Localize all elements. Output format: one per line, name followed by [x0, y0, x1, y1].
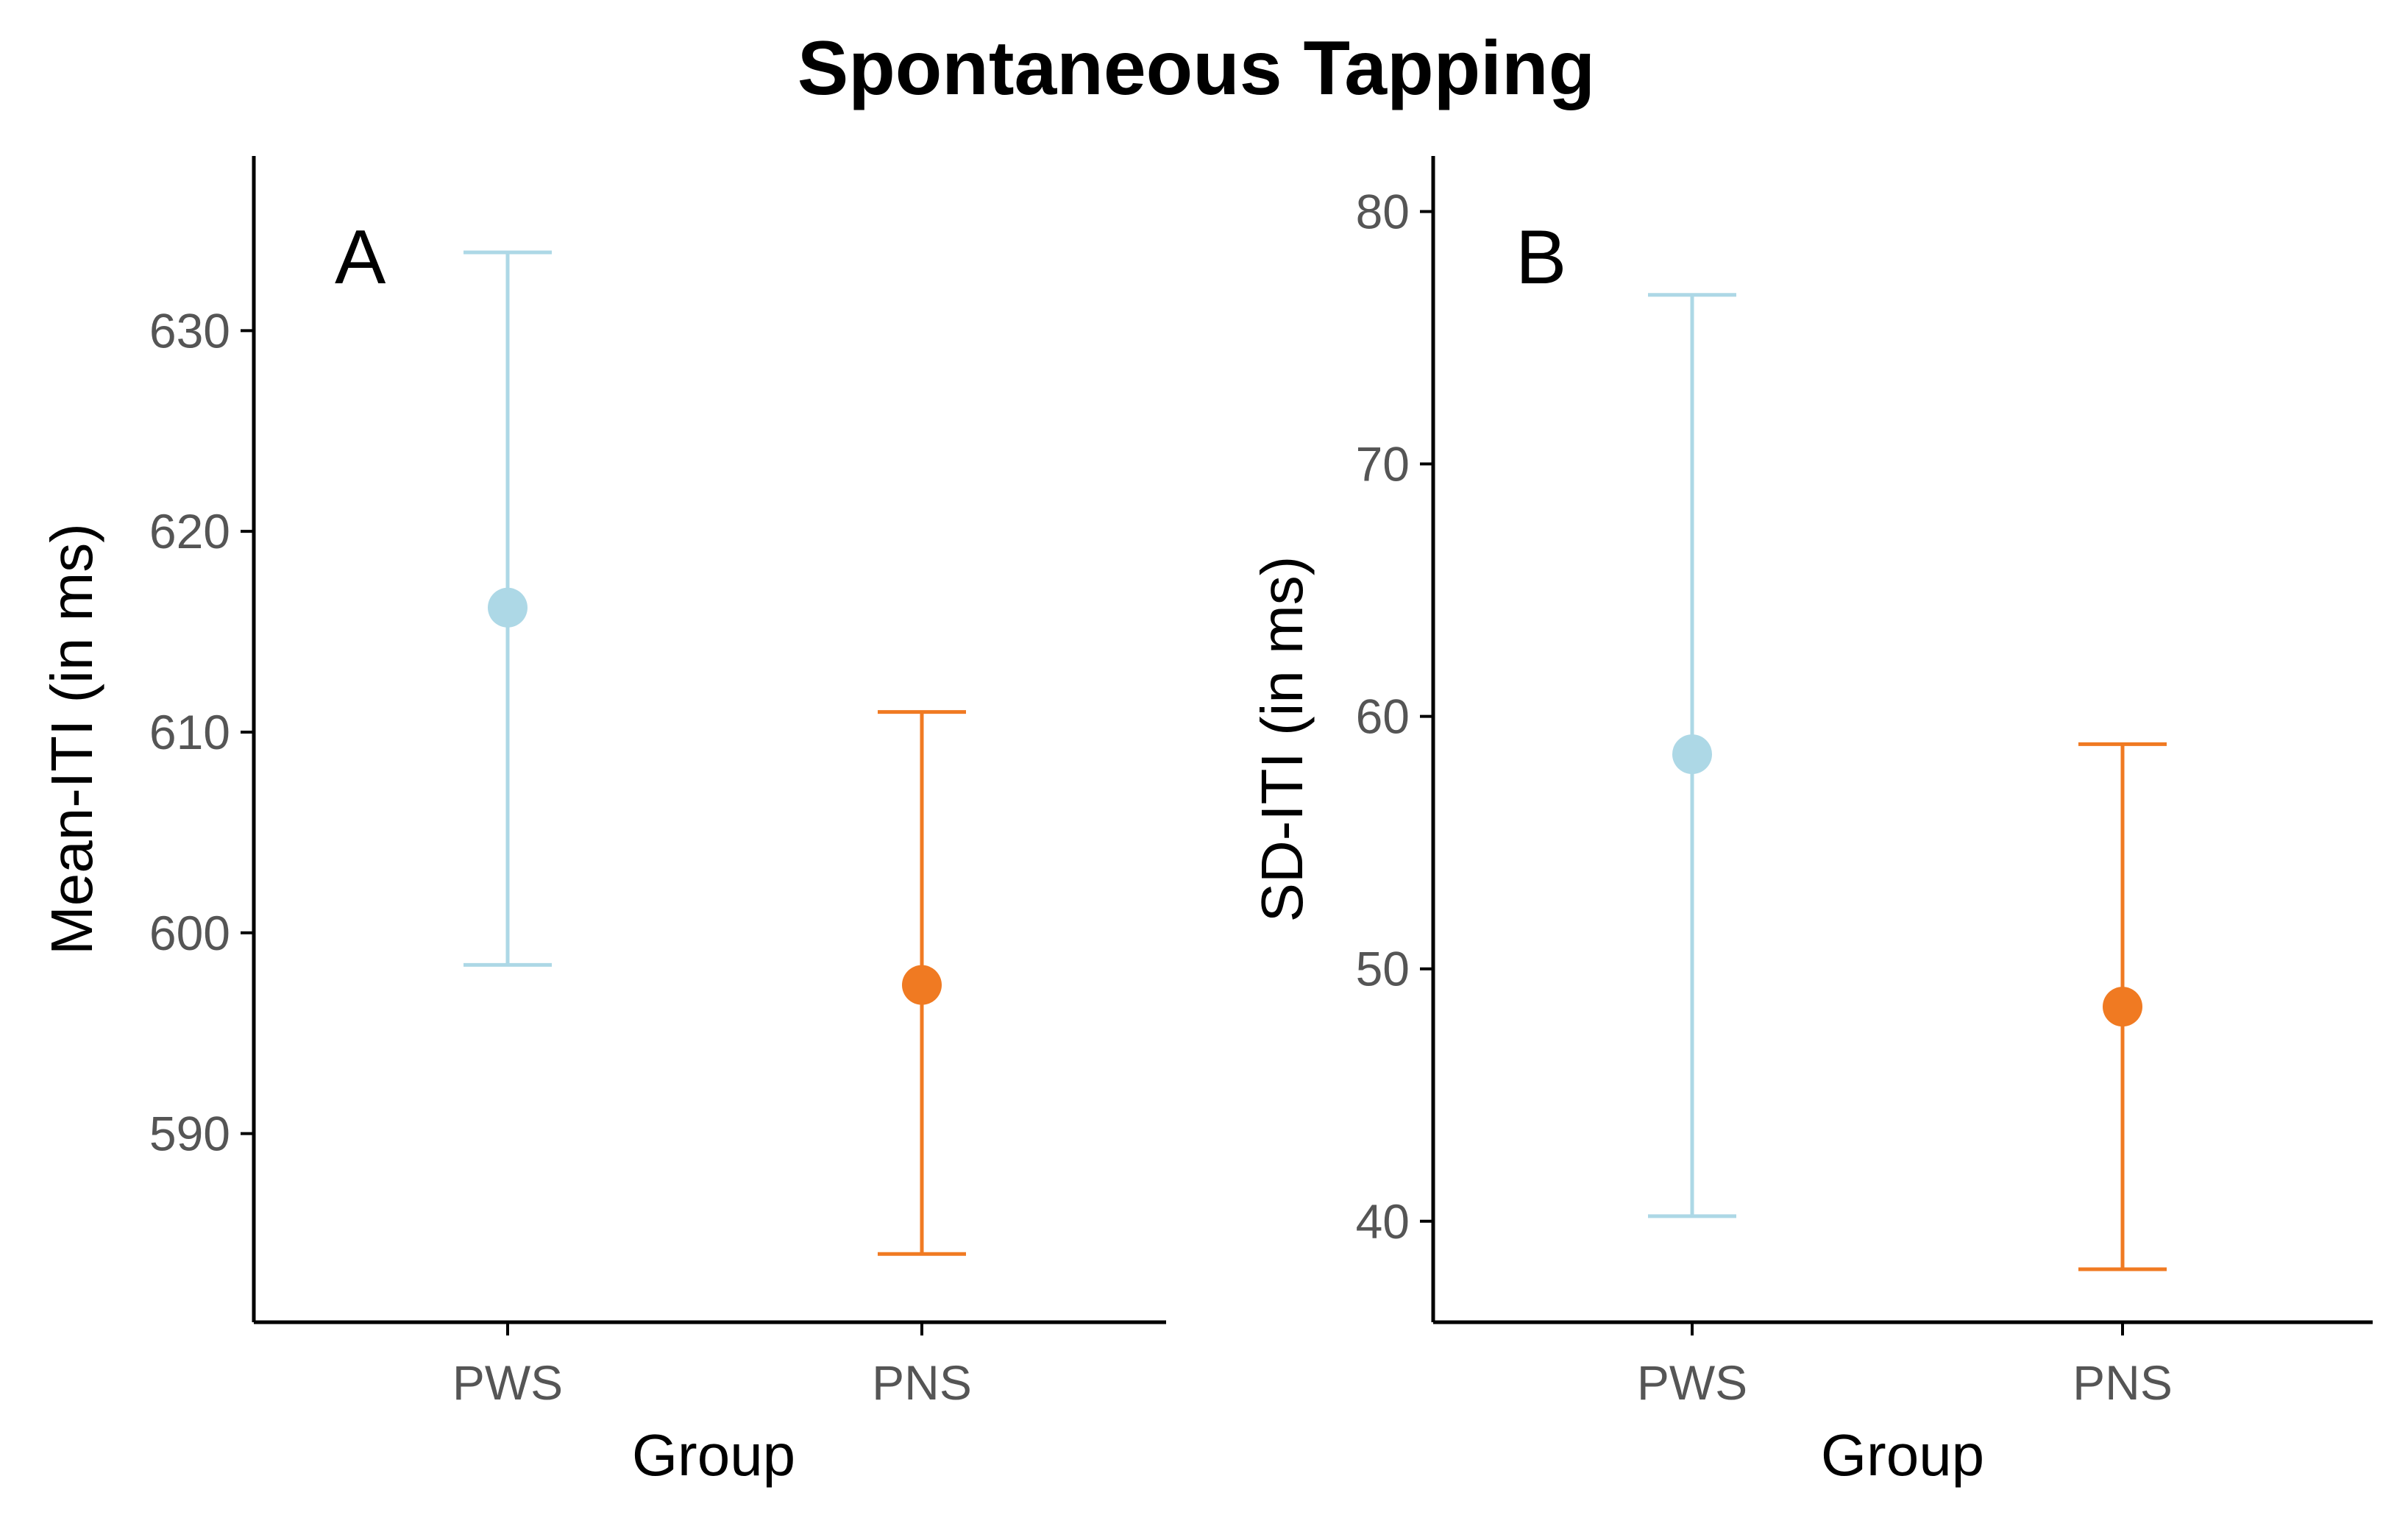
panel-b-pns-mean-point	[2103, 987, 2142, 1027]
panel-b-y-tick-label: 50	[1356, 942, 1410, 996]
panel-b-y-tick-label: 40	[1356, 1194, 1410, 1249]
panel-a-pws-mean-point	[488, 587, 528, 628]
panel-b-x-tick-label: PWS	[1637, 1355, 1747, 1410]
panel-a-x-tick-label: PNS	[872, 1355, 972, 1410]
panel-b-y-tick-label: 70	[1356, 437, 1410, 492]
panel-b-label: B	[1516, 215, 1566, 300]
panel-a-y-axis-title: Mean-ITI (in ms)	[39, 523, 104, 955]
panel-a-label: A	[335, 215, 386, 300]
panel-b-x-tick-label: PNS	[2073, 1355, 2173, 1410]
panel-a-y-tick-label: 600	[149, 906, 230, 960]
panel-b-y-tick-label: 60	[1356, 689, 1410, 744]
panel-a-y-tick-label: 620	[149, 504, 230, 558]
panel-b-x-axis-title: Group	[1821, 1422, 1984, 1488]
panel-a: 590 600 610 620 630 PWS PNS Group Mean-ITI (in m…	[39, 156, 1166, 1488]
panel-b-y-axis-title: SD-ITI (in ms)	[1249, 556, 1315, 923]
panel-b-pws-mean-point	[1672, 734, 1712, 775]
panel-a-pns-mean-point	[902, 965, 942, 1005]
panel-a-y-tick-label: 630	[149, 303, 230, 358]
panel-b-y-tick-label: 80	[1356, 184, 1410, 238]
panel-a-x-axis-title: Group	[632, 1422, 795, 1488]
panel-a-x-tick-label: PWS	[452, 1355, 563, 1410]
figure-title: Spontaneous Tapping	[798, 26, 1595, 111]
panel-b: 40 50 60 70 80 PWS PNS Group SD-ITI (in ms) B	[1249, 156, 2373, 1488]
panel-a-y-tick-label: 610	[149, 705, 230, 759]
panel-a-y-tick-label: 590	[149, 1107, 230, 1161]
